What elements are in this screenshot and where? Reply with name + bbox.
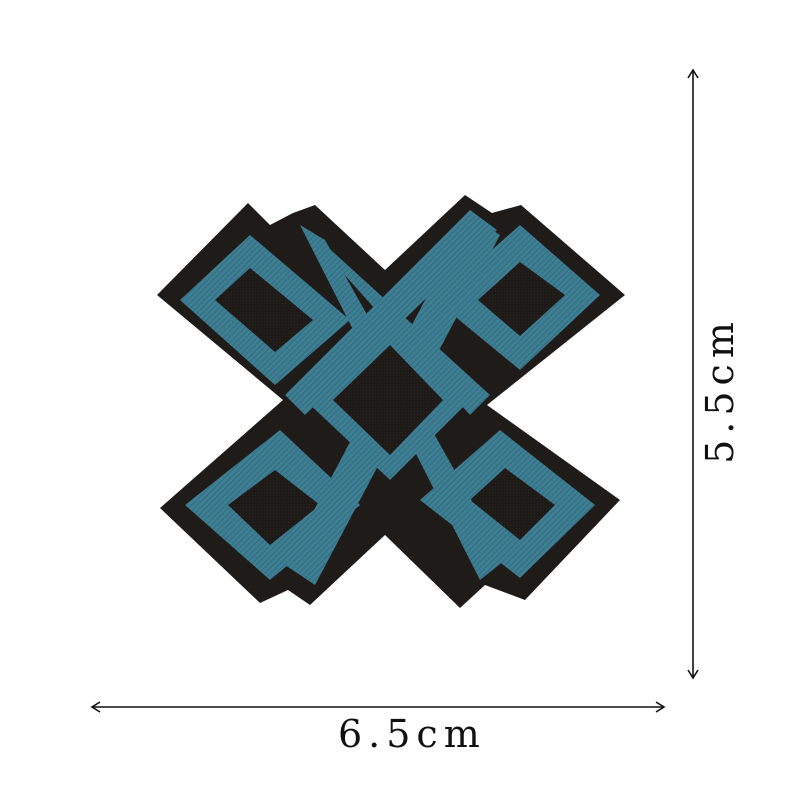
patch-loop-bottom-left <box>185 430 360 580</box>
height-dimension-arrow <box>687 68 699 680</box>
patch-center-diamond <box>305 318 470 480</box>
patch-cross-bands <box>285 210 497 415</box>
width-dimension-label: 6.5cm <box>338 712 486 756</box>
patch-loop-top-left <box>180 235 350 385</box>
width-dimension-arrow <box>90 701 666 713</box>
patch-loop-bottom-right <box>420 430 595 578</box>
patch-loop-top-right <box>435 225 600 370</box>
height-dimension-label: 5.5cm <box>698 316 742 464</box>
